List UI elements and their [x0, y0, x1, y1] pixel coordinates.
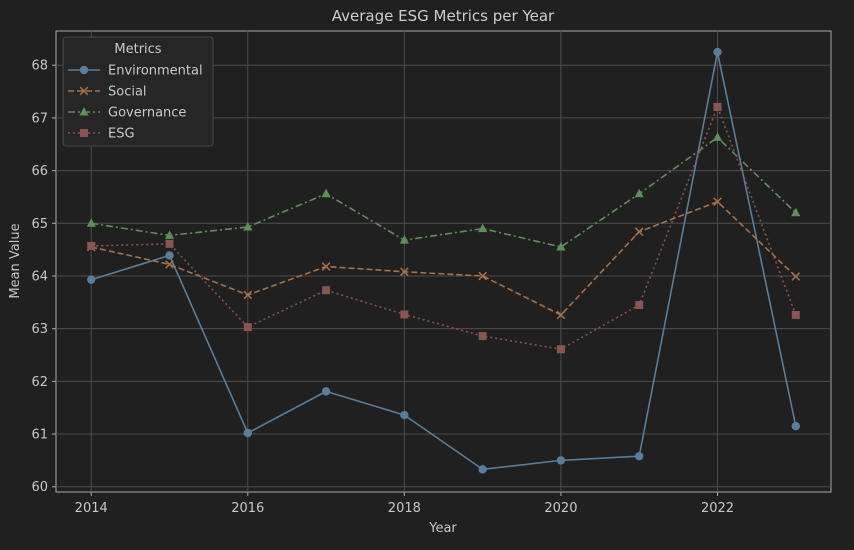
x-tick-label: 2018 — [388, 501, 421, 516]
legend-label-social: Social — [108, 85, 147, 100]
y-tick-label: 67 — [31, 111, 48, 126]
y-tick-label: 61 — [31, 428, 48, 443]
y-tick-label: 64 — [31, 269, 48, 284]
y-tick-label: 60 — [31, 480, 48, 495]
data-point-environmental — [400, 410, 409, 420]
series-line-esg — [91, 104, 797, 351]
legend-marker-environmental — [79, 65, 89, 75]
x-tick-label: 2016 — [231, 501, 264, 516]
legend-label-environmental: Environmental — [108, 64, 203, 79]
data-point-social — [791, 272, 801, 281]
data-point-environmental — [556, 456, 566, 465]
data-point-governance — [164, 230, 175, 239]
data-point-environmental — [87, 275, 96, 284]
data-point-environmental — [713, 47, 722, 57]
legend-label-governance: Governance — [108, 106, 186, 121]
data-point-social — [321, 262, 331, 271]
data-point-esg — [791, 310, 800, 319]
series-line-social — [91, 200, 797, 316]
data-point-esg — [400, 310, 409, 319]
y-axis-label: Mean Value — [8, 223, 23, 298]
x-axis-label: Year — [428, 521, 457, 536]
legend-marker-governance — [79, 107, 89, 116]
legend: Metrics Environmental Social Governance ESG — [62, 36, 214, 147]
series-social — [86, 197, 801, 320]
data-point-esg — [556, 345, 565, 354]
data-point-governance — [712, 132, 723, 141]
legend-marker-social — [79, 86, 89, 96]
series-line-governance — [91, 136, 797, 248]
chart-title: Average ESG Metrics per Year — [332, 7, 555, 25]
x-tick-label: 2022 — [701, 501, 734, 516]
series-environmental — [87, 47, 800, 474]
data-point-esg — [478, 332, 487, 341]
data-point-social — [243, 290, 253, 300]
data-point-environmental — [791, 421, 800, 431]
data-point-environmental — [635, 451, 644, 461]
data-point-social — [165, 260, 174, 269]
data-point-governance — [321, 188, 331, 198]
data-point-governance — [86, 218, 96, 227]
data-point-social — [634, 227, 644, 237]
legend-marker-esg — [80, 129, 88, 137]
x-tick-label: 2014 — [75, 501, 108, 516]
series — [86, 47, 801, 474]
series-governance — [86, 132, 801, 251]
data-point-governance — [478, 223, 488, 233]
data-point-esg — [322, 286, 331, 295]
data-point-environmental — [165, 251, 174, 260]
data-point-social — [556, 310, 566, 320]
legend-label-esg: ESG — [108, 127, 135, 142]
legend-title: Metrics — [114, 42, 161, 57]
x-tick-label: 2020 — [544, 501, 577, 516]
data-point-environmental — [478, 465, 487, 474]
data-point-governance — [634, 188, 644, 198]
data-point-governance — [243, 221, 253, 231]
data-point-esg — [243, 323, 252, 332]
series-esg — [87, 102, 800, 354]
y-tick-label: 63 — [31, 322, 48, 337]
data-point-esg — [87, 241, 96, 250]
axes: 2014 2016 2018 2020 2022 60 61 62 63 64 65 66 67 68 — [31, 59, 734, 516]
data-point-esg — [635, 300, 644, 309]
series-line-environmental — [90, 51, 797, 471]
data-point-governance — [791, 207, 801, 217]
y-tick-label: 68 — [31, 59, 48, 74]
y-tick-label: 66 — [31, 164, 48, 179]
data-point-esg — [713, 102, 722, 111]
data-point-environmental — [243, 428, 252, 438]
data-point-governance — [556, 242, 566, 251]
data-point-governance — [399, 235, 409, 244]
data-point-environmental — [321, 387, 331, 396]
data-point-social — [713, 197, 722, 207]
data-point-social — [400, 267, 409, 277]
y-tick-label: 62 — [31, 375, 48, 390]
data-point-social — [478, 271, 487, 281]
y-tick-label: 65 — [31, 217, 48, 232]
data-point-esg — [165, 239, 174, 248]
